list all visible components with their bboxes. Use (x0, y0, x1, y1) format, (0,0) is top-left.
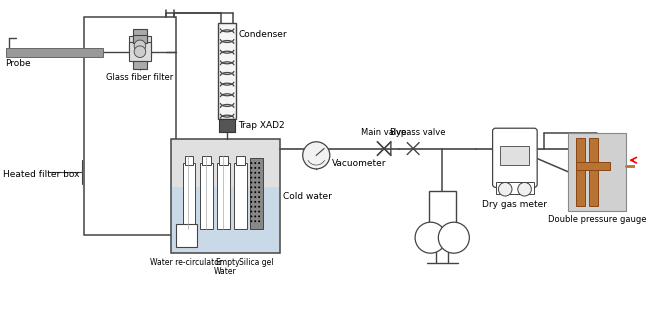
Circle shape (250, 162, 252, 164)
Circle shape (518, 183, 531, 196)
Circle shape (250, 220, 252, 222)
Circle shape (254, 206, 256, 208)
Circle shape (254, 182, 256, 184)
Bar (171, 139, 281, 253)
Text: Probe: Probe (5, 59, 31, 68)
Bar (200, 163, 213, 229)
Bar (589, 138, 598, 206)
Bar (576, 138, 585, 206)
Bar (7, 48, 103, 56)
Circle shape (258, 220, 260, 222)
Circle shape (498, 183, 512, 196)
Bar (133, 35, 146, 43)
Circle shape (250, 215, 252, 217)
Text: Double pressure gauge: Double pressure gauge (548, 215, 647, 224)
Circle shape (438, 222, 470, 253)
Circle shape (250, 186, 252, 188)
Circle shape (415, 222, 446, 253)
Bar (568, 133, 627, 210)
Bar (219, 156, 228, 165)
Circle shape (254, 172, 256, 174)
Text: Dry gas meter: Dry gas meter (483, 200, 547, 209)
Circle shape (254, 201, 256, 203)
Bar (133, 55, 146, 63)
Circle shape (250, 167, 252, 169)
Circle shape (254, 167, 256, 169)
Text: Main valve: Main valve (362, 128, 407, 137)
Bar (496, 183, 534, 194)
Circle shape (134, 46, 146, 57)
Circle shape (250, 206, 252, 208)
Text: Water: Water (214, 267, 237, 276)
Text: Water re-circulator: Water re-circulator (150, 258, 222, 267)
Bar (234, 163, 247, 229)
Bar (172, 187, 279, 252)
Circle shape (250, 191, 252, 193)
Bar (218, 23, 236, 120)
FancyBboxPatch shape (492, 128, 537, 187)
Circle shape (254, 215, 256, 217)
Circle shape (250, 177, 252, 179)
Circle shape (258, 215, 260, 217)
Circle shape (258, 162, 260, 164)
Circle shape (254, 220, 256, 222)
Circle shape (258, 206, 260, 208)
Bar (500, 146, 530, 165)
Circle shape (258, 182, 260, 184)
Circle shape (258, 177, 260, 179)
Bar (250, 158, 263, 229)
Circle shape (254, 210, 256, 212)
Circle shape (250, 210, 252, 212)
Circle shape (258, 167, 260, 169)
Circle shape (250, 172, 252, 174)
Circle shape (258, 210, 260, 212)
Bar (182, 163, 195, 229)
Circle shape (303, 142, 330, 169)
Bar (217, 163, 230, 229)
Text: Condenser: Condenser (239, 30, 287, 40)
Bar (576, 162, 610, 170)
Circle shape (250, 201, 252, 203)
Bar (84, 17, 176, 235)
Circle shape (254, 196, 256, 198)
Circle shape (134, 40, 146, 52)
Text: Glass fiber filter: Glass fiber filter (107, 73, 173, 82)
Circle shape (250, 182, 252, 184)
Circle shape (254, 162, 256, 164)
Text: Bypass valve: Bypass valve (390, 128, 446, 137)
Circle shape (258, 191, 260, 193)
Text: Cold water: Cold water (283, 192, 332, 201)
Circle shape (254, 177, 256, 179)
Bar (133, 30, 146, 37)
Circle shape (258, 186, 260, 188)
Circle shape (254, 186, 256, 188)
Bar (129, 42, 150, 61)
Circle shape (250, 196, 252, 198)
Circle shape (258, 196, 260, 198)
Bar (129, 36, 150, 55)
Circle shape (258, 201, 260, 203)
Bar (202, 156, 211, 165)
Bar (428, 191, 456, 230)
Circle shape (258, 172, 260, 174)
Text: Vacuometer: Vacuometer (332, 159, 387, 168)
Bar (219, 120, 235, 132)
Text: Trap XAD2: Trap XAD2 (238, 121, 284, 130)
Text: Empty: Empty (215, 258, 239, 267)
Text: Heated filter box: Heated filter box (3, 170, 80, 179)
Bar (184, 156, 193, 165)
Bar (133, 61, 146, 69)
Text: Silica gel: Silica gel (239, 258, 273, 267)
Bar (236, 156, 245, 165)
Bar (176, 224, 197, 247)
Circle shape (254, 191, 256, 193)
